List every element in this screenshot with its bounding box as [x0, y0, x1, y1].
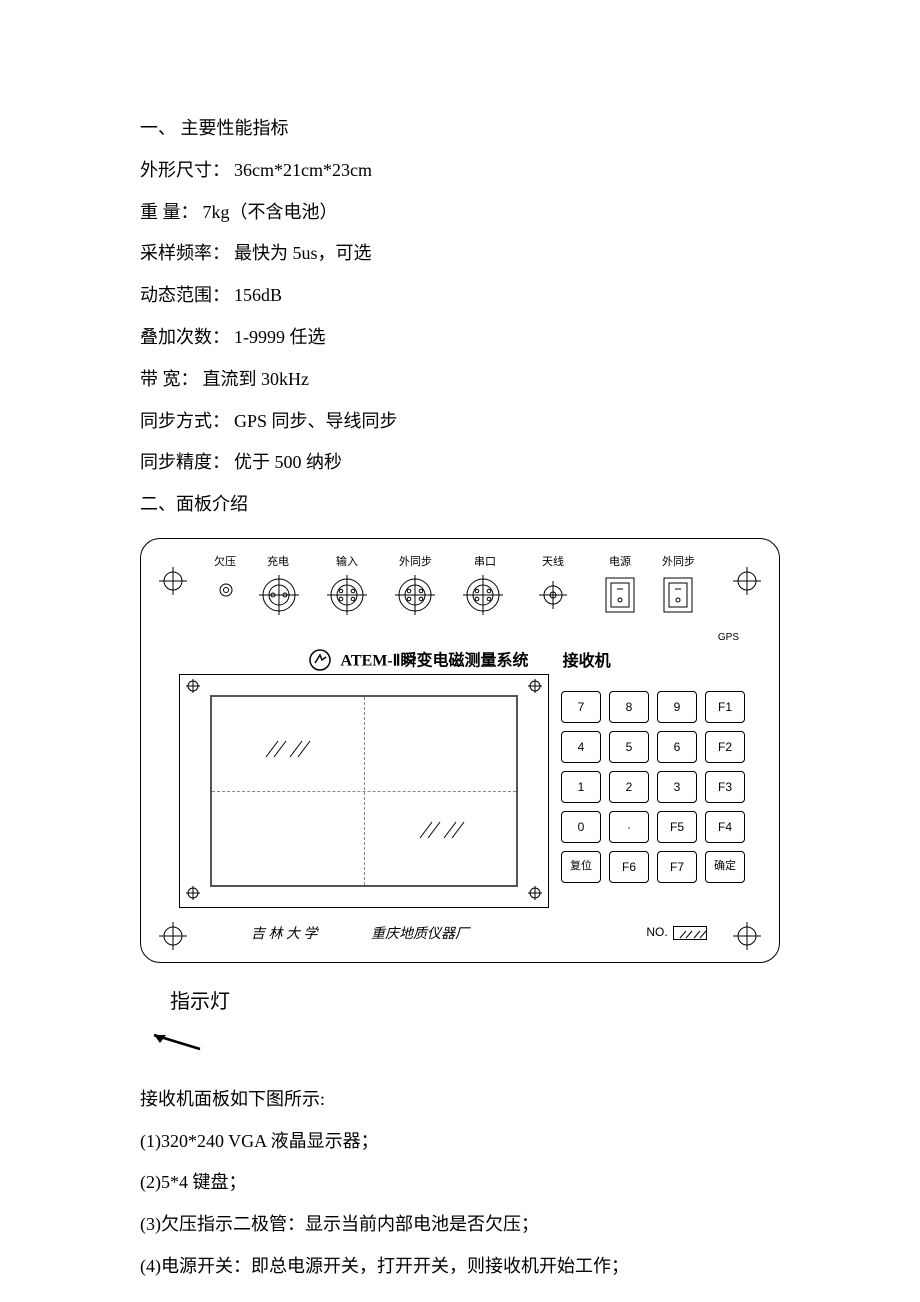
- description-item: (3)欠压指示二极管：显示当前内部电池是否欠压；: [140, 1206, 780, 1244]
- key-3[interactable]: 3: [657, 771, 697, 803]
- spec-value: 156dB: [234, 285, 282, 305]
- spec-row: 动态范围：156dB: [140, 277, 780, 315]
- key-f3[interactable]: F3: [705, 771, 745, 803]
- device-panel: 欠压 充电 输入 外同步 串口 天线: [140, 538, 780, 963]
- round-connector-icon: [463, 575, 503, 618]
- alignment-mark-icon: [159, 567, 187, 595]
- spec-row: 外形尺寸：36cm*21cm*23cm: [140, 152, 780, 190]
- spec-value: 36cm*21cm*23cm: [234, 160, 372, 180]
- key-ok[interactable]: 确定: [705, 851, 745, 883]
- led-icon: [219, 583, 233, 600]
- gps-label: GPS: [718, 633, 739, 643]
- spec-value: 7kg（不含电池）: [203, 202, 338, 222]
- connector-label: 串口: [474, 557, 496, 568]
- key-9[interactable]: 9: [657, 691, 697, 723]
- serial-number-label: NO.: [646, 926, 707, 940]
- key-reset[interactable]: 复位: [561, 851, 601, 883]
- lcd-screen: [179, 674, 549, 908]
- keypad: 7 8 9 F1 4 5 6 F2 1 2 3 F3 0 · F5 F4 复位 …: [561, 691, 749, 883]
- key-1[interactable]: 1: [561, 771, 601, 803]
- key-dot[interactable]: ·: [609, 811, 649, 843]
- connector-label: 欠压: [214, 557, 236, 568]
- key-6[interactable]: 6: [657, 731, 697, 763]
- spec-value: 优于 500 纳秒: [234, 452, 342, 472]
- description-item: (4)电源开关：即总电源开关，打开开关，则接收机开始工作；: [140, 1248, 780, 1286]
- spec-row: 重 量：7kg（不含电池）: [140, 194, 780, 232]
- spec-label: 带 宽：: [140, 369, 199, 389]
- spec-value: 1-9999 任选: [234, 327, 326, 347]
- spec-row: 带 宽：直流到 30kHz: [140, 361, 780, 399]
- key-4[interactable]: 4: [561, 731, 601, 763]
- spec-row: 同步方式：GPS 同步、导线同步: [140, 403, 780, 441]
- connector-label: 输入: [336, 557, 358, 568]
- key-5[interactable]: 5: [609, 731, 649, 763]
- round-connector-icon: [395, 575, 435, 618]
- description-item: (1)320*240 VGA 液晶显示器；: [140, 1123, 780, 1161]
- screw-icon: [528, 679, 542, 696]
- device-title: ATEM-Ⅱ瞬变电磁测量系统 接收机: [141, 649, 779, 675]
- key-7[interactable]: 7: [561, 691, 601, 723]
- section-heading: 二、面板介绍: [140, 486, 780, 524]
- description-item: (2)5*4 键盘；: [140, 1164, 780, 1202]
- spec-label: 重 量：: [140, 202, 199, 222]
- spec-row: 采样频率：最快为 5us，可选: [140, 235, 780, 273]
- reflection-icon: [416, 818, 466, 845]
- spec-row: 同步精度：优于 500 纳秒: [140, 444, 780, 482]
- spec-label: 外形尺寸：: [140, 160, 230, 180]
- serial-number-text: NO.: [646, 925, 667, 939]
- key-f4[interactable]: F4: [705, 811, 745, 843]
- spec-label: 动态范围：: [140, 285, 230, 305]
- description-intro: 接收机面板如下图所示:: [140, 1081, 780, 1119]
- spec-label: 采样频率：: [140, 243, 230, 263]
- key-0[interactable]: 0: [561, 811, 601, 843]
- key-f6[interactable]: F6: [609, 851, 649, 883]
- key-2[interactable]: 2: [609, 771, 649, 803]
- section-heading: 一、 主要性能指标: [140, 110, 780, 148]
- connector-label: 外同步: [662, 557, 695, 568]
- sync-switch-icon[interactable]: [661, 575, 695, 618]
- spec-label: 同步精度：: [140, 452, 230, 472]
- connector-row: 欠压 充电 输入 外同步 串口 天线: [201, 557, 749, 627]
- centerline-icon: [212, 791, 516, 792]
- round-connector-icon: [259, 575, 299, 618]
- screw-icon: [186, 679, 200, 696]
- serial-number-box: [673, 926, 707, 940]
- connector-label: 电源: [609, 557, 631, 568]
- connector-label: 外同步: [399, 557, 432, 568]
- power-switch-icon[interactable]: [603, 575, 637, 618]
- device-title-sub: 接收机: [563, 653, 611, 670]
- arrow-icon: [150, 1031, 780, 1071]
- screw-icon: [528, 886, 542, 903]
- connector-label: 充电: [267, 557, 289, 568]
- logo-icon: [309, 649, 331, 675]
- device-title-main: ATEM-Ⅱ瞬变电磁测量系统: [341, 653, 529, 670]
- key-f1[interactable]: F1: [705, 691, 745, 723]
- key-f2[interactable]: F2: [705, 731, 745, 763]
- spec-label: 叠加次数：: [140, 327, 230, 347]
- lcd-glass: [210, 695, 518, 887]
- panel-diagram: 欠压 充电 输入 外同步 串口 天线: [140, 538, 780, 963]
- footer-text-factory: 重庆地质仪器厂: [371, 928, 469, 942]
- spec-value: GPS 同步、导线同步: [234, 411, 398, 431]
- spec-value: 直流到 30kHz: [203, 369, 310, 389]
- connector-label: 天线: [542, 557, 564, 568]
- key-f7[interactable]: F7: [657, 851, 697, 883]
- indicator-annotation: 指示灯: [170, 981, 780, 1023]
- panel-footer: 吉 林 大 学 重庆地质仪器厂 NO.: [141, 914, 779, 944]
- reflection-icon: [262, 737, 312, 764]
- round-connector-icon: [327, 575, 367, 618]
- spec-value: 最快为 5us，可选: [234, 243, 372, 263]
- antenna-connector-icon: [539, 581, 567, 612]
- spec-row: 叠加次数：1-9999 任选: [140, 319, 780, 357]
- key-8[interactable]: 8: [609, 691, 649, 723]
- footer-text-university: 吉 林 大 学: [251, 928, 318, 942]
- spec-label: 同步方式：: [140, 411, 230, 431]
- screw-icon: [186, 886, 200, 903]
- key-f5[interactable]: F5: [657, 811, 697, 843]
